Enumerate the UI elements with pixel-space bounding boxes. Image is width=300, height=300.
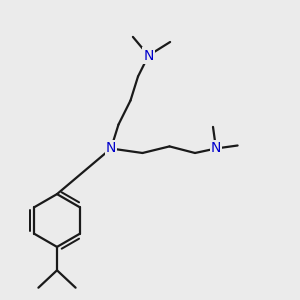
Text: N: N bbox=[143, 49, 154, 62]
Text: N: N bbox=[211, 142, 221, 155]
Text: N: N bbox=[106, 142, 116, 155]
